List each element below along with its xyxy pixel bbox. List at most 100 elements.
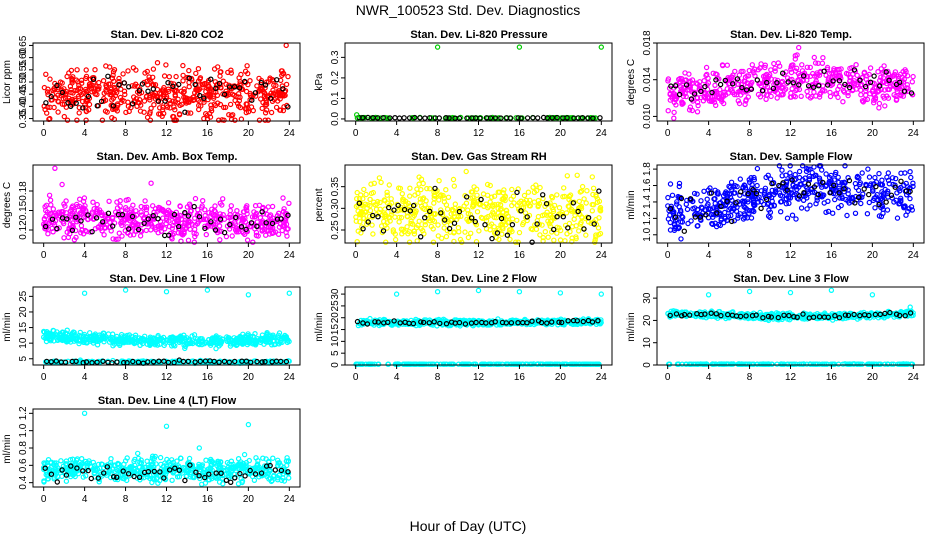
data-point [160,104,166,110]
data-point [283,81,290,88]
hourly-point [477,115,483,121]
data-point [811,164,817,170]
data-point [259,227,265,233]
data-point [735,98,742,104]
outlier-point [434,44,441,50]
data-point [147,117,154,123]
data-point [686,87,692,93]
data-point [799,163,806,169]
data-point [273,82,279,89]
data-point [171,117,177,123]
data-point [720,62,726,69]
outlier-point [122,287,129,293]
data-point [811,54,818,61]
x-tick-label: 16 [514,128,526,139]
hourly-point [426,115,433,121]
outlier-point [598,291,605,297]
data-point [256,75,262,82]
data-point [194,87,200,94]
data-point [859,170,865,176]
data-point [254,83,260,89]
data-point [762,74,769,80]
data-point [788,66,794,72]
data-point [226,111,232,118]
data-point [554,230,560,236]
data-point [738,92,744,98]
data-point [177,203,183,209]
x-tick-label: 20 [243,128,255,139]
x-tick-label: 4 [394,250,400,261]
data-point [74,117,80,123]
hourly-point [790,80,797,86]
x-tick-label: 0 [665,128,671,139]
hourly-point [451,220,458,226]
hourly-point [212,227,219,233]
data-point [264,79,270,85]
data-point [244,63,250,69]
x-tick-label: 24 [596,128,608,139]
data-point [829,70,835,76]
data-point [131,219,137,225]
outlier-point [598,44,605,50]
data-point [58,208,65,215]
hourly-point [93,215,100,221]
hourly-point [842,81,848,88]
data-point [100,98,107,104]
data-point [57,79,64,85]
data-point [209,206,215,212]
hourly-point [85,93,92,100]
data-point [191,215,198,221]
data-point [123,109,129,116]
x-tick-label: 20 [867,128,879,139]
y-tick-label: 0 [330,362,341,368]
data-point [212,203,218,209]
data-point [105,81,112,87]
data-point [59,101,66,107]
data-point [156,223,162,229]
hourly-point [418,234,424,240]
hourly-point [836,77,843,84]
hourly-point [236,85,243,91]
hourly-point [811,84,817,90]
hourly-point [518,115,524,121]
data-point [771,60,777,67]
hourly-point [226,84,233,90]
data-point [274,218,280,224]
hourly-point [456,115,463,121]
data-point [392,236,399,243]
data-point [229,83,235,90]
hourly-point [597,115,603,121]
hourly-point [564,115,570,121]
hourly-point [886,77,892,84]
hourly-point [105,210,112,216]
data-point [48,97,54,103]
data-point [757,94,764,100]
y-tick-label: 1.2 [642,211,653,225]
data-point [133,208,139,214]
x-tick-label: 4 [82,128,88,139]
data-point [240,209,247,215]
hourly-point [515,115,521,121]
data-point [804,88,810,95]
hourly-point [43,100,49,106]
outlier-point [81,290,88,296]
x-tick-label: 4 [82,372,88,383]
data-point [161,73,168,79]
data-point [217,237,223,243]
data-point [126,108,132,115]
data-point [735,81,742,88]
data-point [383,239,389,245]
data-point [241,231,248,237]
data-point [820,55,826,61]
data-points [665,287,916,367]
panel-licor-temp: Stan. Dev. Li-820 Temp. degrees C 0 4 8 12 1… [626,29,925,139]
data-point [191,239,197,245]
data-point [792,53,799,59]
data-point [882,103,888,109]
data-point [83,228,90,235]
y-tick-label: 0.30 [330,198,341,218]
hourly-point [529,239,535,245]
y-tick-label: 30 [330,288,341,300]
hourly-point [492,115,499,121]
data-point [457,236,464,243]
